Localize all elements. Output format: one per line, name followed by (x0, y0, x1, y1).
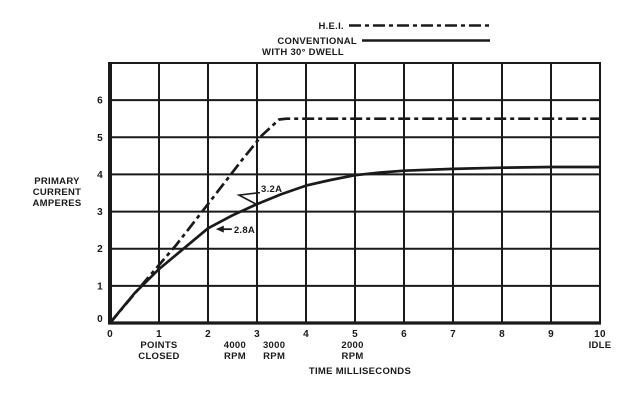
x-axis-sublabel: CLOSED (138, 351, 179, 362)
x-tick-label: 10 (594, 329, 606, 340)
y-tick-label: 3 (97, 207, 103, 218)
y-tick-label: 5 (97, 133, 103, 144)
x-tick-label: 5 (352, 329, 358, 340)
x-tick-label: 0 (107, 329, 113, 340)
x-tick-label: 4 (303, 329, 309, 340)
x-axis-sublabel: RPM (342, 351, 364, 362)
y-tick-label: 0 (97, 314, 103, 325)
plot-area: 0 1 2 3 4 5 6 7 8 9 100123456POINTSCLOSED4000RPM30… (97, 62, 611, 362)
x-tick-label: 9 (548, 329, 554, 340)
x-tick-label: 3 (254, 329, 260, 340)
annotation-arrowhead-left (215, 225, 224, 233)
series-dashdot (108, 117, 600, 324)
x-axis-sublabel: 3000 (263, 340, 285, 351)
y-tick-label: 4 (97, 170, 103, 181)
x-axis-sublabel: 2000 (341, 340, 363, 351)
y-tick-label: 2 (97, 244, 103, 255)
y-tick-label: 1 (97, 281, 103, 292)
x-axis-sublabel: POINTS (140, 340, 177, 351)
legend-conventional-sublabel: WITH 30° DWELL (262, 47, 344, 58)
x-tick-label: 7 (450, 329, 456, 340)
x-axis-sublabel: 4000 (224, 340, 246, 351)
y-axis-title-line-2: CURRENT (33, 187, 82, 198)
x-tick-label: 8 (499, 329, 505, 340)
series-solid (108, 165, 600, 324)
x-tick-label: 6 (401, 329, 407, 340)
legend-conventional-label: CONVENTIONAL (277, 36, 357, 47)
annotation-leader-flag (236, 191, 261, 206)
x-axis-sublabel: IDLE (589, 340, 612, 351)
y-tick-label: 6 (97, 96, 103, 107)
annotation-label: 2.8A (234, 225, 255, 236)
y-axis-title-line-1: PRIMARY (34, 176, 80, 187)
x-axis-sublabel: RPM (263, 351, 285, 362)
y-axis-title-line-3: AMPERES (32, 198, 81, 209)
y-axis-title: PRIMARY CURRENT AMPERES (32, 176, 81, 209)
annotation-label: 3.2A (261, 184, 282, 195)
legend-hei-label: H.E.I. (318, 21, 344, 32)
x-axis-title: TIME MILLISECONDS (309, 366, 411, 377)
x-tick-label: 2 (205, 329, 211, 340)
x-axis-sublabel: RPM (224, 351, 246, 362)
x-tick-label: 1 (156, 329, 162, 340)
